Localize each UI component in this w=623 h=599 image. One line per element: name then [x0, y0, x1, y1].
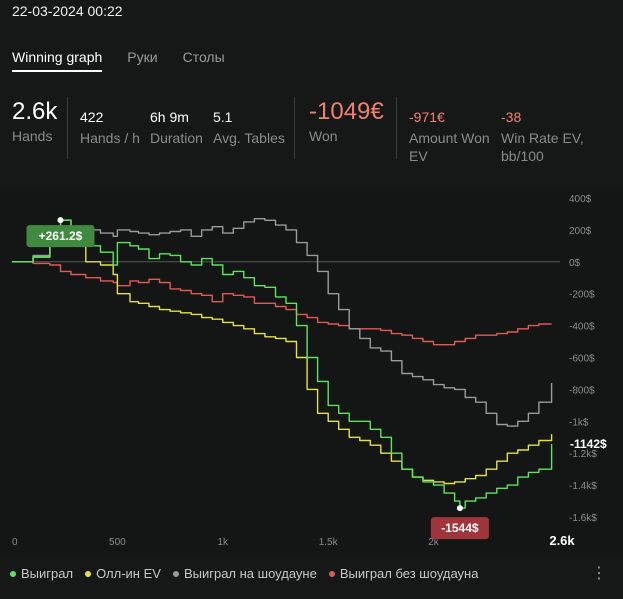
legend-dot [172, 570, 179, 577]
stat-amount-won-ev-value: -971€ [409, 109, 445, 125]
legend-item-showdown[interactable]: Выиграл на шоудауне [172, 566, 317, 581]
stat-hands-per-hour-value: 422 [80, 109, 104, 125]
series-line [12, 229, 553, 485]
stat-hands-label: Hands [12, 128, 53, 144]
session-date: 22-03-2024 00:22 [12, 3, 123, 19]
x-tick-label: 500 [109, 537, 126, 548]
legend-item-allin-ev[interactable]: Олл-ин EV [85, 566, 161, 581]
stat-avg-tables-value: 5.1 [213, 109, 233, 125]
stat-duration-value: 6h 9m [150, 109, 189, 125]
min-value-badge [430, 517, 489, 540]
y-tick-label: 0$ [569, 258, 581, 269]
x-tick-label: 2k [428, 537, 440, 548]
tab-winning-graph[interactable]: Winning graph [12, 49, 103, 72]
legend-label: Олл-ин EV [96, 566, 161, 581]
y-tick-label: -400$ [569, 322, 595, 333]
legend-dot [85, 570, 92, 577]
tab-hands[interactable]: Руки [127, 49, 158, 65]
x-tick-label: 1k [217, 537, 229, 548]
y-tick-label: -1.6k$ [569, 513, 597, 524]
tab-tables[interactable]: Столы [182, 49, 225, 65]
stat-hands-per-hour: 422 Hands / h [80, 97, 140, 147]
x-tick-label: 0 [12, 537, 18, 548]
max-value-badge [26, 225, 95, 248]
y-tick-label: -600$ [569, 354, 595, 365]
y-tick-label: -200$ [569, 290, 595, 301]
end-value-label: -1142$ [570, 437, 607, 451]
series-line [12, 218, 553, 427]
max-point-marker [57, 217, 64, 224]
stat-win-rate-ev: -38 Win Rate EV, bb/100 [501, 97, 584, 165]
divider [396, 97, 397, 159]
stat-hands-per-hour-label: Hands / h [80, 130, 140, 146]
legend-item-non-showdown[interactable]: Выиграл без шоудауна [328, 566, 479, 581]
stat-win-rate-ev-label-2: bb/100 [501, 148, 544, 164]
stat-duration-label: Duration [150, 130, 203, 146]
stats-bar: 2.6k Hands 422 Hands / h 6h 9m Duration … [0, 97, 623, 167]
legend-label: Выиграл без шоудауна [339, 566, 479, 581]
stat-hands-value: 2.6k [12, 98, 58, 125]
y-tick-label: 400$ [569, 194, 592, 205]
legend-dot [10, 570, 16, 577]
stat-avg-tables-label: Avg. Tables [213, 130, 285, 146]
y-tick-label: -800$ [569, 385, 595, 396]
stat-amount-won-ev-label-2: EV [409, 148, 428, 164]
divider [294, 97, 295, 159]
series-line [12, 219, 553, 509]
series-line [12, 261, 552, 346]
legend-label: Выиграл на шоудауне [183, 566, 317, 581]
stat-amount-won-ev-label: Amount Won [409, 130, 490, 146]
chart-background [0, 190, 623, 555]
max-value-label: +261.2$ [39, 229, 83, 243]
x-tick-label: 2.6k [549, 533, 575, 548]
chart-legend: Выиграл Олл-ин EV Выиграл на шоудауне Вы… [10, 566, 478, 581]
divider [67, 97, 68, 159]
min-value-label: -1544$ [441, 521, 479, 535]
legend-item-won[interactable]: Выиграл [10, 566, 73, 581]
stat-duration: 6h 9m Duration [150, 97, 203, 147]
y-tick-label: -1k$ [569, 417, 589, 428]
stat-won-value: -1049€ [309, 98, 384, 125]
kebab-menu-icon[interactable]: ⋮ [591, 565, 607, 582]
stat-won-label: Won [309, 128, 338, 144]
y-tick-label: -1.4k$ [569, 481, 597, 492]
legend-label: Выиграл [21, 566, 74, 581]
y-tick-label: -1.2k$ [569, 449, 597, 460]
x-tick-label: 1.5k [319, 537, 339, 548]
stat-hands: 2.6k Hands [12, 97, 57, 145]
legend-dot [328, 570, 335, 577]
stat-avg-tables: 5.1 Avg. Tables [213, 97, 285, 147]
min-point-marker [456, 505, 463, 512]
stat-win-rate-ev-value: -38 [501, 109, 522, 125]
stat-win-rate-ev-label: Win Rate EV, [501, 130, 584, 146]
stat-amount-won-ev: -971€ Amount Won EV [409, 97, 490, 165]
tab-bar: Winning graph Руки Столы [12, 49, 225, 72]
y-tick-label: 200$ [569, 226, 592, 237]
stat-won: -1049€ Won [309, 97, 384, 145]
